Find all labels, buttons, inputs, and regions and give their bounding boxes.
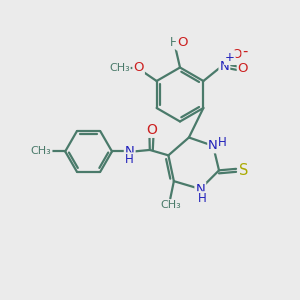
Text: CH₃: CH₃ [160,200,181,210]
Text: O: O [238,62,248,75]
Text: +: + [225,51,235,64]
Text: H: H [197,192,206,205]
Text: N: N [220,59,229,73]
Text: H: H [125,153,134,166]
Text: H: H [218,136,227,149]
Text: O: O [177,36,187,50]
Text: O: O [134,61,144,74]
Text: N: N [196,182,205,196]
Text: H: H [169,35,178,49]
Text: O: O [232,48,242,61]
Text: N: N [208,139,218,152]
Text: -: - [243,44,248,59]
Text: N: N [125,145,135,158]
Text: CH₃: CH₃ [109,62,130,73]
Text: CH₃: CH₃ [31,146,52,156]
Text: O: O [146,123,157,137]
Text: S: S [239,163,248,178]
